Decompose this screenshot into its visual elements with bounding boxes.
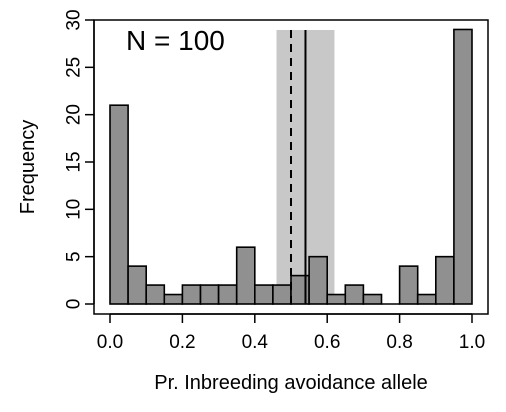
histogram-bar — [109, 104, 129, 305]
histogram-bar — [199, 284, 220, 305]
x-tick-label: 0.8 — [386, 332, 412, 353]
x-tick-label: 0.6 — [314, 332, 340, 353]
y-tick-label: 10 — [64, 199, 85, 220]
y-tick-label: 15 — [64, 151, 85, 172]
y-tick-label: 0 — [64, 299, 85, 310]
histogram-bar — [326, 293, 347, 305]
histogram-bar — [434, 255, 455, 305]
histogram-bars — [109, 28, 473, 305]
histogram-bar — [217, 284, 238, 305]
sample-size-annotation: N = 100 — [126, 25, 225, 56]
reference-lines — [290, 30, 307, 304]
x-tick-label: 1.0 — [459, 332, 485, 353]
y-tick-label: 5 — [64, 251, 85, 262]
y-tick-label: 25 — [64, 57, 85, 78]
y-tick-label: 20 — [64, 104, 85, 125]
x-tick-label: 0.2 — [169, 332, 195, 353]
axes: 0.0 0.2 0.4 0.6 0.8 1.0 0 5 10 15 20 25 30 — [64, 9, 486, 353]
histogram-bar — [254, 284, 274, 305]
histogram-bar — [453, 28, 473, 305]
histogram-bar — [362, 293, 383, 305]
histogram-bar — [308, 255, 329, 305]
histogram-bar — [235, 246, 256, 305]
histogram-bar — [181, 284, 202, 305]
x-tick-label: 0.4 — [242, 332, 269, 353]
histogram-bar — [163, 293, 184, 305]
histogram-bar — [398, 265, 419, 305]
y-tick-label: 30 — [64, 9, 85, 30]
x-axis-title: Pr. Inbreeding avoidance allele — [154, 372, 428, 394]
x-tick-label: 0.0 — [97, 332, 123, 353]
y-axis-title: Frequency — [17, 120, 39, 215]
histogram-bar — [344, 284, 365, 305]
histogram-bar — [272, 284, 292, 305]
histogram-bar — [145, 284, 166, 305]
histogram-bar — [127, 265, 148, 305]
histogram-bar — [416, 293, 437, 305]
